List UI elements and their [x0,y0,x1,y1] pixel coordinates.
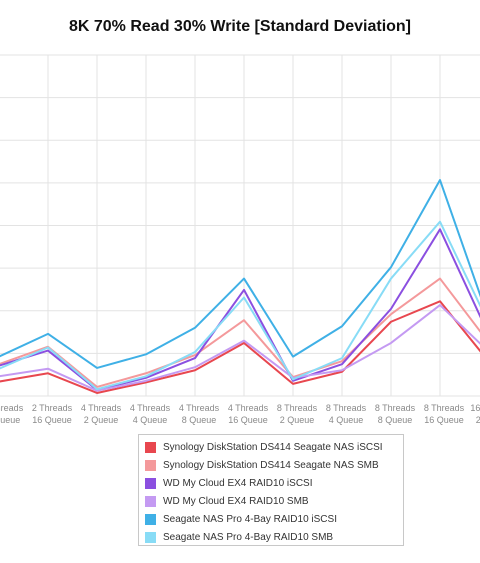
legend-swatch [145,513,156,525]
x-tick-label: 2 Queue [476,415,480,425]
legend-item: Synology DiskStation DS414 Seagate NAS S… [145,456,379,474]
x-tick-label: 16 Threads [470,403,480,413]
x-tick-label: 2 Threads [0,403,24,413]
x-tick-label: 8 Threads [375,403,416,413]
legend-item: Seagate NAS Pro 4-Bay RAID10 SMB [145,528,333,546]
series-line-4 [0,304,480,392]
x-tick-label: 8 Threads [424,403,465,413]
legend-swatch [145,477,156,489]
legend-label: Seagate NAS Pro 4-Bay RAID10 iSCSI [163,513,337,525]
x-tick-label: 16 Queue [424,415,464,425]
legend-label: Seagate NAS Pro 4-Bay RAID10 SMB [163,531,334,543]
x-tick-label: 4 Threads [81,403,122,413]
series-line-3 [0,228,480,391]
x-tick-label: 4 Queue [133,415,168,425]
legend-item: Synology DiskStation DS414 Seagate NAS i… [145,438,383,456]
x-tick-label: 4 Threads [228,403,269,413]
legend-item: WD My Cloud EX4 RAID10 SMB [145,492,309,510]
x-tick-label: 4 Threads [179,403,220,413]
legend: Synology DiskStation DS414 Seagate NAS i… [138,434,404,546]
x-tick-label: 8 Queue [378,415,413,425]
x-tick-label: 2 Threads [32,403,73,413]
x-tick-label: 4 Queue [329,415,364,425]
x-tick-label: 16 Queue [32,415,72,425]
x-tick-label: 16 Queue [228,415,268,425]
x-tick-label: 8 Threads [277,403,318,413]
legend-item: Seagate NAS Pro 4-Bay RAID10 iSCSI [145,510,337,528]
x-tick-label: 8 Queue [182,415,217,425]
legend-label: Synology DiskStation DS414 Seagate NAS i… [163,441,383,453]
x-tick-label: 2 Queue [280,415,315,425]
x-tick-label: 8 Queue [0,415,20,425]
legend-label: WD My Cloud EX4 RAID10 SMB [163,495,309,507]
chart-title: 8K 70% Read 30% Write [Standard Deviatio… [68,18,412,35]
legend-swatch [145,441,156,453]
legend-swatch [145,531,156,543]
legend-label: WD My Cloud EX4 RAID10 iSCSI [163,477,313,489]
x-tick-label: 4 Threads [130,403,171,413]
legend-item: WD My Cloud EX4 RAID10 iSCSI [145,474,313,492]
x-axis-tick-labels: 2 Threads 8 Queue 2 Threads 16 Queue 4 Threa… [0,403,480,425]
series-line-1 [0,300,480,394]
legend-swatch [145,459,156,471]
series-line-2 [0,277,480,388]
x-tick-label: 2 Queue [84,415,119,425]
legend-swatch [145,495,156,507]
grid [0,54,480,397]
x-tick-label: 8 Threads [326,403,367,413]
series-line-6 [0,220,480,391]
legend-label: Synology DiskStation DS414 Seagate NAS S… [163,459,379,471]
series-line-5 [0,179,480,369]
series-lines [0,179,480,394]
